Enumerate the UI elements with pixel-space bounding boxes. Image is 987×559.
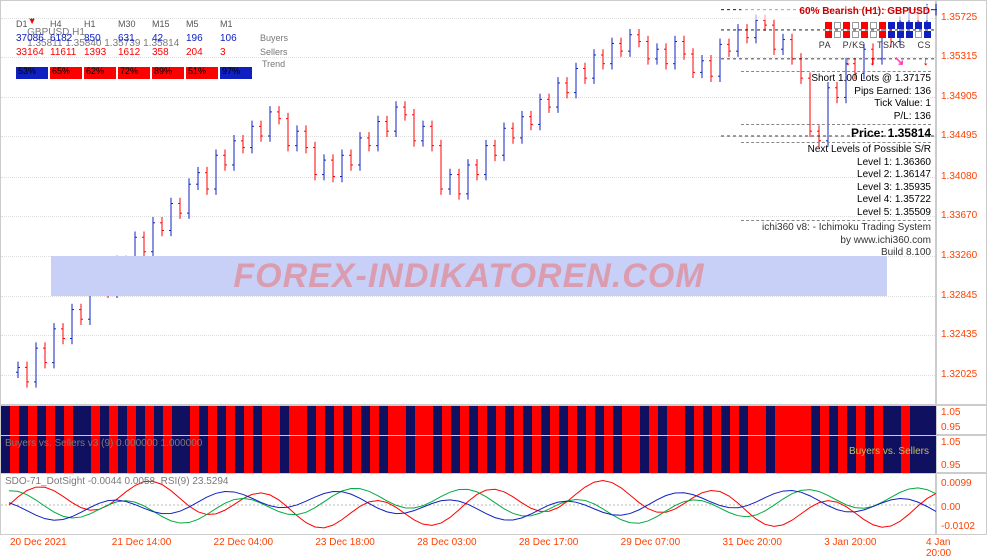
y-axis-sub1: 1.05 0.95 — [936, 405, 987, 435]
sub-indicator-2[interactable]: Buyers vs. Sellers v3 (9) 0.000000 1.000… — [0, 435, 936, 473]
sub-indicator-1[interactable] — [0, 405, 936, 435]
square-row-2 — [741, 31, 931, 38]
sub1-bars — [1, 406, 937, 436]
info-panel: 60% Bearish (H1): GBPUSD PA P/KS TS/KS C… — [741, 5, 931, 260]
sub-indicator-3[interactable]: SDO-71_DotSight -0.0044 0.0058 RSI(9) 23… — [0, 473, 936, 535]
current-price: Price: 1.35814 — [741, 126, 931, 141]
main-chart[interactable]: ▼ GBPUSD,H1 1.35811 1.35840 1.35739 1.35… — [0, 0, 936, 405]
sub3-label: SDO-71_DotSight -0.0044 0.0058 RSI(9) 23… — [5, 476, 228, 487]
x-axis: 20 Dec 202121 Dec 14:0022 Dec 04:0023 De… — [0, 535, 936, 555]
watermark: FOREX-INDIKATOREN.COM — [51, 256, 887, 296]
signal-arrows: ↓↓↘↓ — [741, 53, 931, 69]
y-axis-main: 1.357251.353151.349051.344951.340801.336… — [936, 0, 987, 405]
sr-levels: Level 1: 1.36360Level 2: 1.36147Level 3:… — [741, 157, 931, 220]
y-axis-sub3: 0.0099 0.00 -0.0102 — [936, 473, 987, 535]
sr-header: Next Levels of Possible S/R — [741, 144, 931, 157]
y-axis-sub2: 1.05 0.95 — [936, 435, 987, 473]
sub2-label-right: Buyers vs. Sellers — [849, 446, 929, 457]
bias-headline: 60% Bearish (H1): GBPUSD — [741, 5, 931, 20]
signal-labels: PA P/KS TS/KS CS — [741, 40, 931, 51]
trade-info: Short 1.00 Lots @ 1.37175Pips Earned: 13… — [741, 73, 931, 123]
square-row-1 — [741, 22, 931, 29]
sub2-label: Buyers vs. Sellers v3 (9) 0.000000 1.000… — [5, 438, 202, 449]
info-footer: ichi360 v8: - Ichimoku Trading Systemby … — [741, 222, 931, 260]
watermark-text: FOREX-INDIKATOREN.COM — [233, 257, 704, 296]
